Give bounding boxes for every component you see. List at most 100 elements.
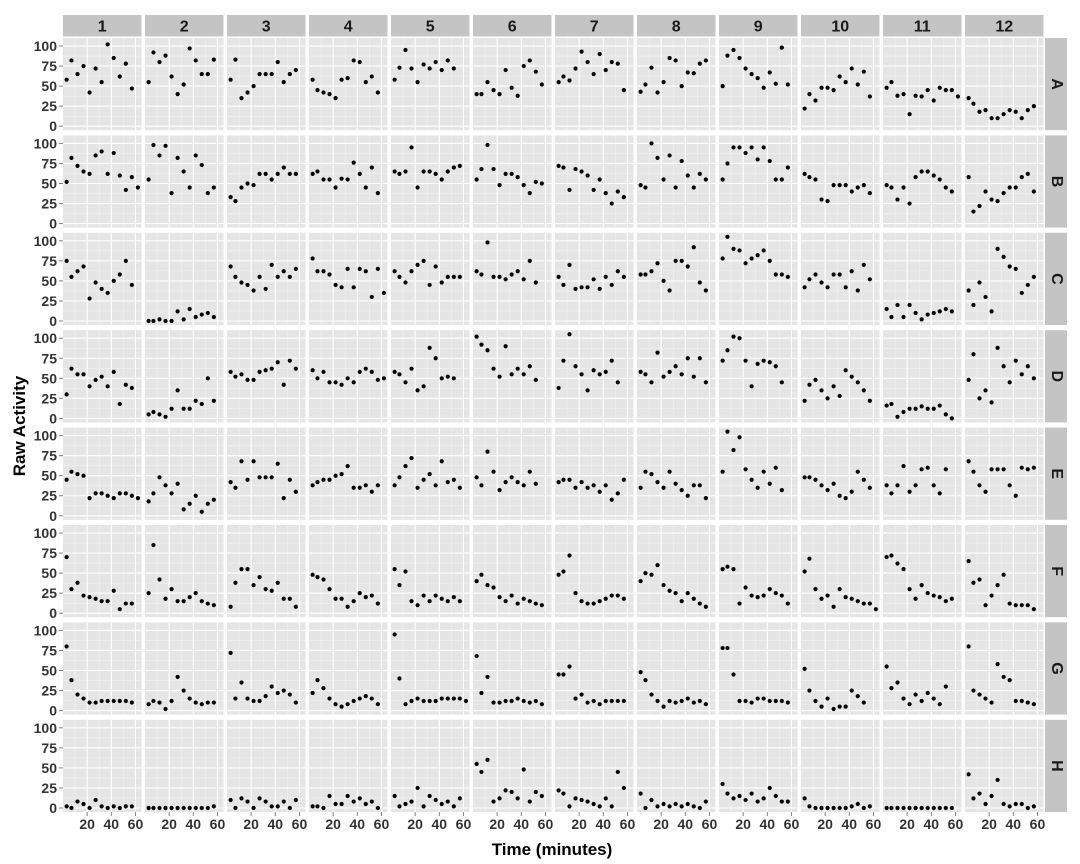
data-point (233, 805, 238, 811)
data-point (251, 84, 256, 89)
data-point (731, 796, 736, 801)
y-tick-label: 100 (34, 525, 58, 541)
data-point (989, 197, 994, 202)
data-point (895, 302, 900, 308)
data-point (773, 591, 778, 596)
panel-C-7 (555, 232, 634, 325)
data-point (966, 174, 971, 180)
column-strip-bg (63, 15, 142, 37)
data-point (603, 274, 608, 279)
data-point (1007, 185, 1012, 190)
data-point (861, 601, 866, 606)
data-point (93, 66, 98, 71)
data-point (415, 696, 420, 701)
data-point (345, 793, 350, 799)
data-point (181, 507, 186, 512)
data-point (409, 269, 414, 274)
y-tick-label: 0 (49, 800, 57, 816)
data-point (333, 801, 338, 807)
data-point (392, 369, 397, 374)
data-point (146, 412, 151, 417)
column-strip-bg (883, 15, 962, 37)
data-point (310, 572, 315, 577)
data-point (369, 593, 374, 598)
data-point (1019, 116, 1024, 121)
x-tick-label: 40 (186, 816, 202, 832)
data-point (919, 404, 924, 409)
data-point (415, 262, 420, 267)
data-point (779, 45, 784, 50)
data-point (867, 601, 872, 606)
data-point (479, 690, 484, 696)
data-point (479, 483, 484, 488)
data-point (643, 185, 648, 190)
data-point (105, 42, 110, 47)
data-point (363, 595, 368, 600)
panel-background (719, 135, 798, 228)
data-point (123, 698, 128, 704)
data-point (99, 491, 104, 496)
x-tick-label: 20 (79, 816, 95, 832)
column-strip-label: 7 (590, 19, 599, 36)
data-point (521, 483, 526, 488)
column-strip-8: 8 (637, 15, 716, 37)
data-point (211, 804, 216, 809)
data-point (755, 157, 760, 162)
data-point (409, 698, 414, 704)
data-point (813, 477, 818, 482)
data-point (1007, 108, 1012, 113)
data-point (661, 583, 666, 588)
data-point (515, 93, 520, 98)
data-point (1025, 108, 1030, 113)
data-point (643, 82, 648, 87)
data-point (87, 496, 92, 501)
data-point (175, 674, 180, 680)
data-point (175, 309, 180, 314)
data-point (445, 169, 450, 174)
data-point (579, 797, 584, 803)
data-point (111, 369, 116, 374)
data-point (925, 169, 930, 174)
data-point (503, 277, 508, 282)
data-point (275, 580, 280, 585)
data-point (239, 566, 244, 572)
row-strip-G: G (1045, 622, 1067, 715)
data-point (129, 282, 134, 288)
y-tick-label: 50 (41, 78, 57, 94)
panel-background (883, 719, 962, 812)
data-point (937, 805, 942, 811)
x-tick-label: 60 (620, 816, 636, 832)
data-point (281, 79, 286, 85)
panel-C-3 (227, 232, 306, 325)
data-point (1013, 603, 1018, 608)
y-tick-label: 100 (34, 622, 58, 638)
data-point (731, 47, 736, 53)
data-point (573, 364, 578, 369)
data-point (849, 269, 854, 274)
panel-background (555, 427, 634, 520)
data-point (287, 71, 292, 77)
data-point (867, 398, 872, 403)
data-point (497, 488, 502, 493)
data-point (907, 201, 912, 206)
x-tick-label: 60 (948, 816, 964, 832)
panel-E-1 (63, 427, 142, 520)
data-point (193, 805, 198, 811)
panels-grid: 1 2 3 4 5 6 7 8 9 10 11 12ABCDEFGH02550751000255075… (34, 15, 1067, 832)
column-strip-label: 11 (914, 19, 931, 36)
data-point (691, 185, 696, 190)
data-point (779, 380, 784, 385)
data-point (151, 491, 156, 496)
data-point (773, 793, 778, 799)
data-point (327, 477, 332, 482)
panel-A-2 (145, 38, 224, 131)
data-point (773, 81, 778, 86)
data-point (837, 272, 842, 277)
data-point (755, 361, 760, 366)
data-point (949, 189, 954, 194)
data-point (445, 58, 450, 63)
data-point (943, 412, 948, 417)
data-point (638, 369, 643, 374)
data-point (539, 82, 544, 87)
row-strip-label: B (1048, 176, 1065, 188)
